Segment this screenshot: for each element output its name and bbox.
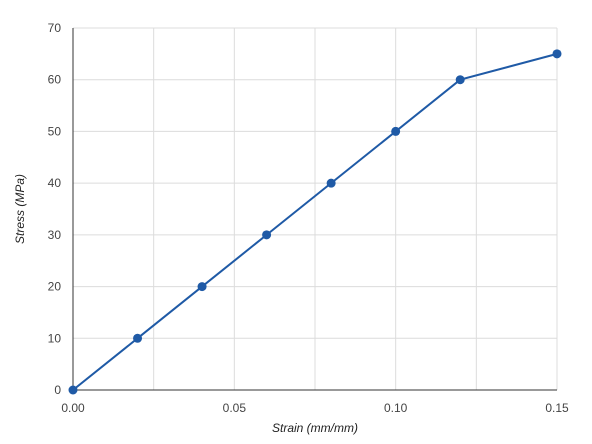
y-tick-label: 40 (48, 176, 62, 190)
data-point (197, 282, 207, 292)
x-tick-label: 0.05 (223, 401, 247, 415)
x-tick-label: 0.00 (61, 401, 85, 415)
tick-labels: 0.00 0.05 0.10 0.15 0 10 20 30 40 50 60 70 (48, 21, 569, 415)
data-point (326, 178, 336, 188)
y-tick-label: 10 (48, 331, 62, 345)
series-line (72, 52, 558, 391)
y-tick-label: 50 (48, 124, 62, 138)
grid (72, 27, 558, 391)
data-point (455, 75, 465, 85)
y-tick-label: 20 (48, 280, 62, 294)
axes (72, 28, 557, 391)
data-point (68, 385, 78, 395)
y-tick-label: 0 (54, 383, 61, 397)
data-point (133, 333, 143, 343)
x-tick-label: 0.10 (384, 401, 408, 415)
series (68, 49, 562, 395)
data-point (262, 230, 272, 240)
data-point (391, 126, 401, 136)
x-axis-title: Strain (mm/mm) (272, 421, 358, 435)
data-point (552, 49, 562, 59)
x-tick-label: 0.15 (545, 401, 569, 415)
y-axis-title: Stress (MPa) (13, 174, 27, 244)
y-tick-label: 60 (48, 73, 62, 87)
y-tick-label: 70 (48, 21, 62, 35)
y-tick-label: 30 (48, 228, 62, 242)
